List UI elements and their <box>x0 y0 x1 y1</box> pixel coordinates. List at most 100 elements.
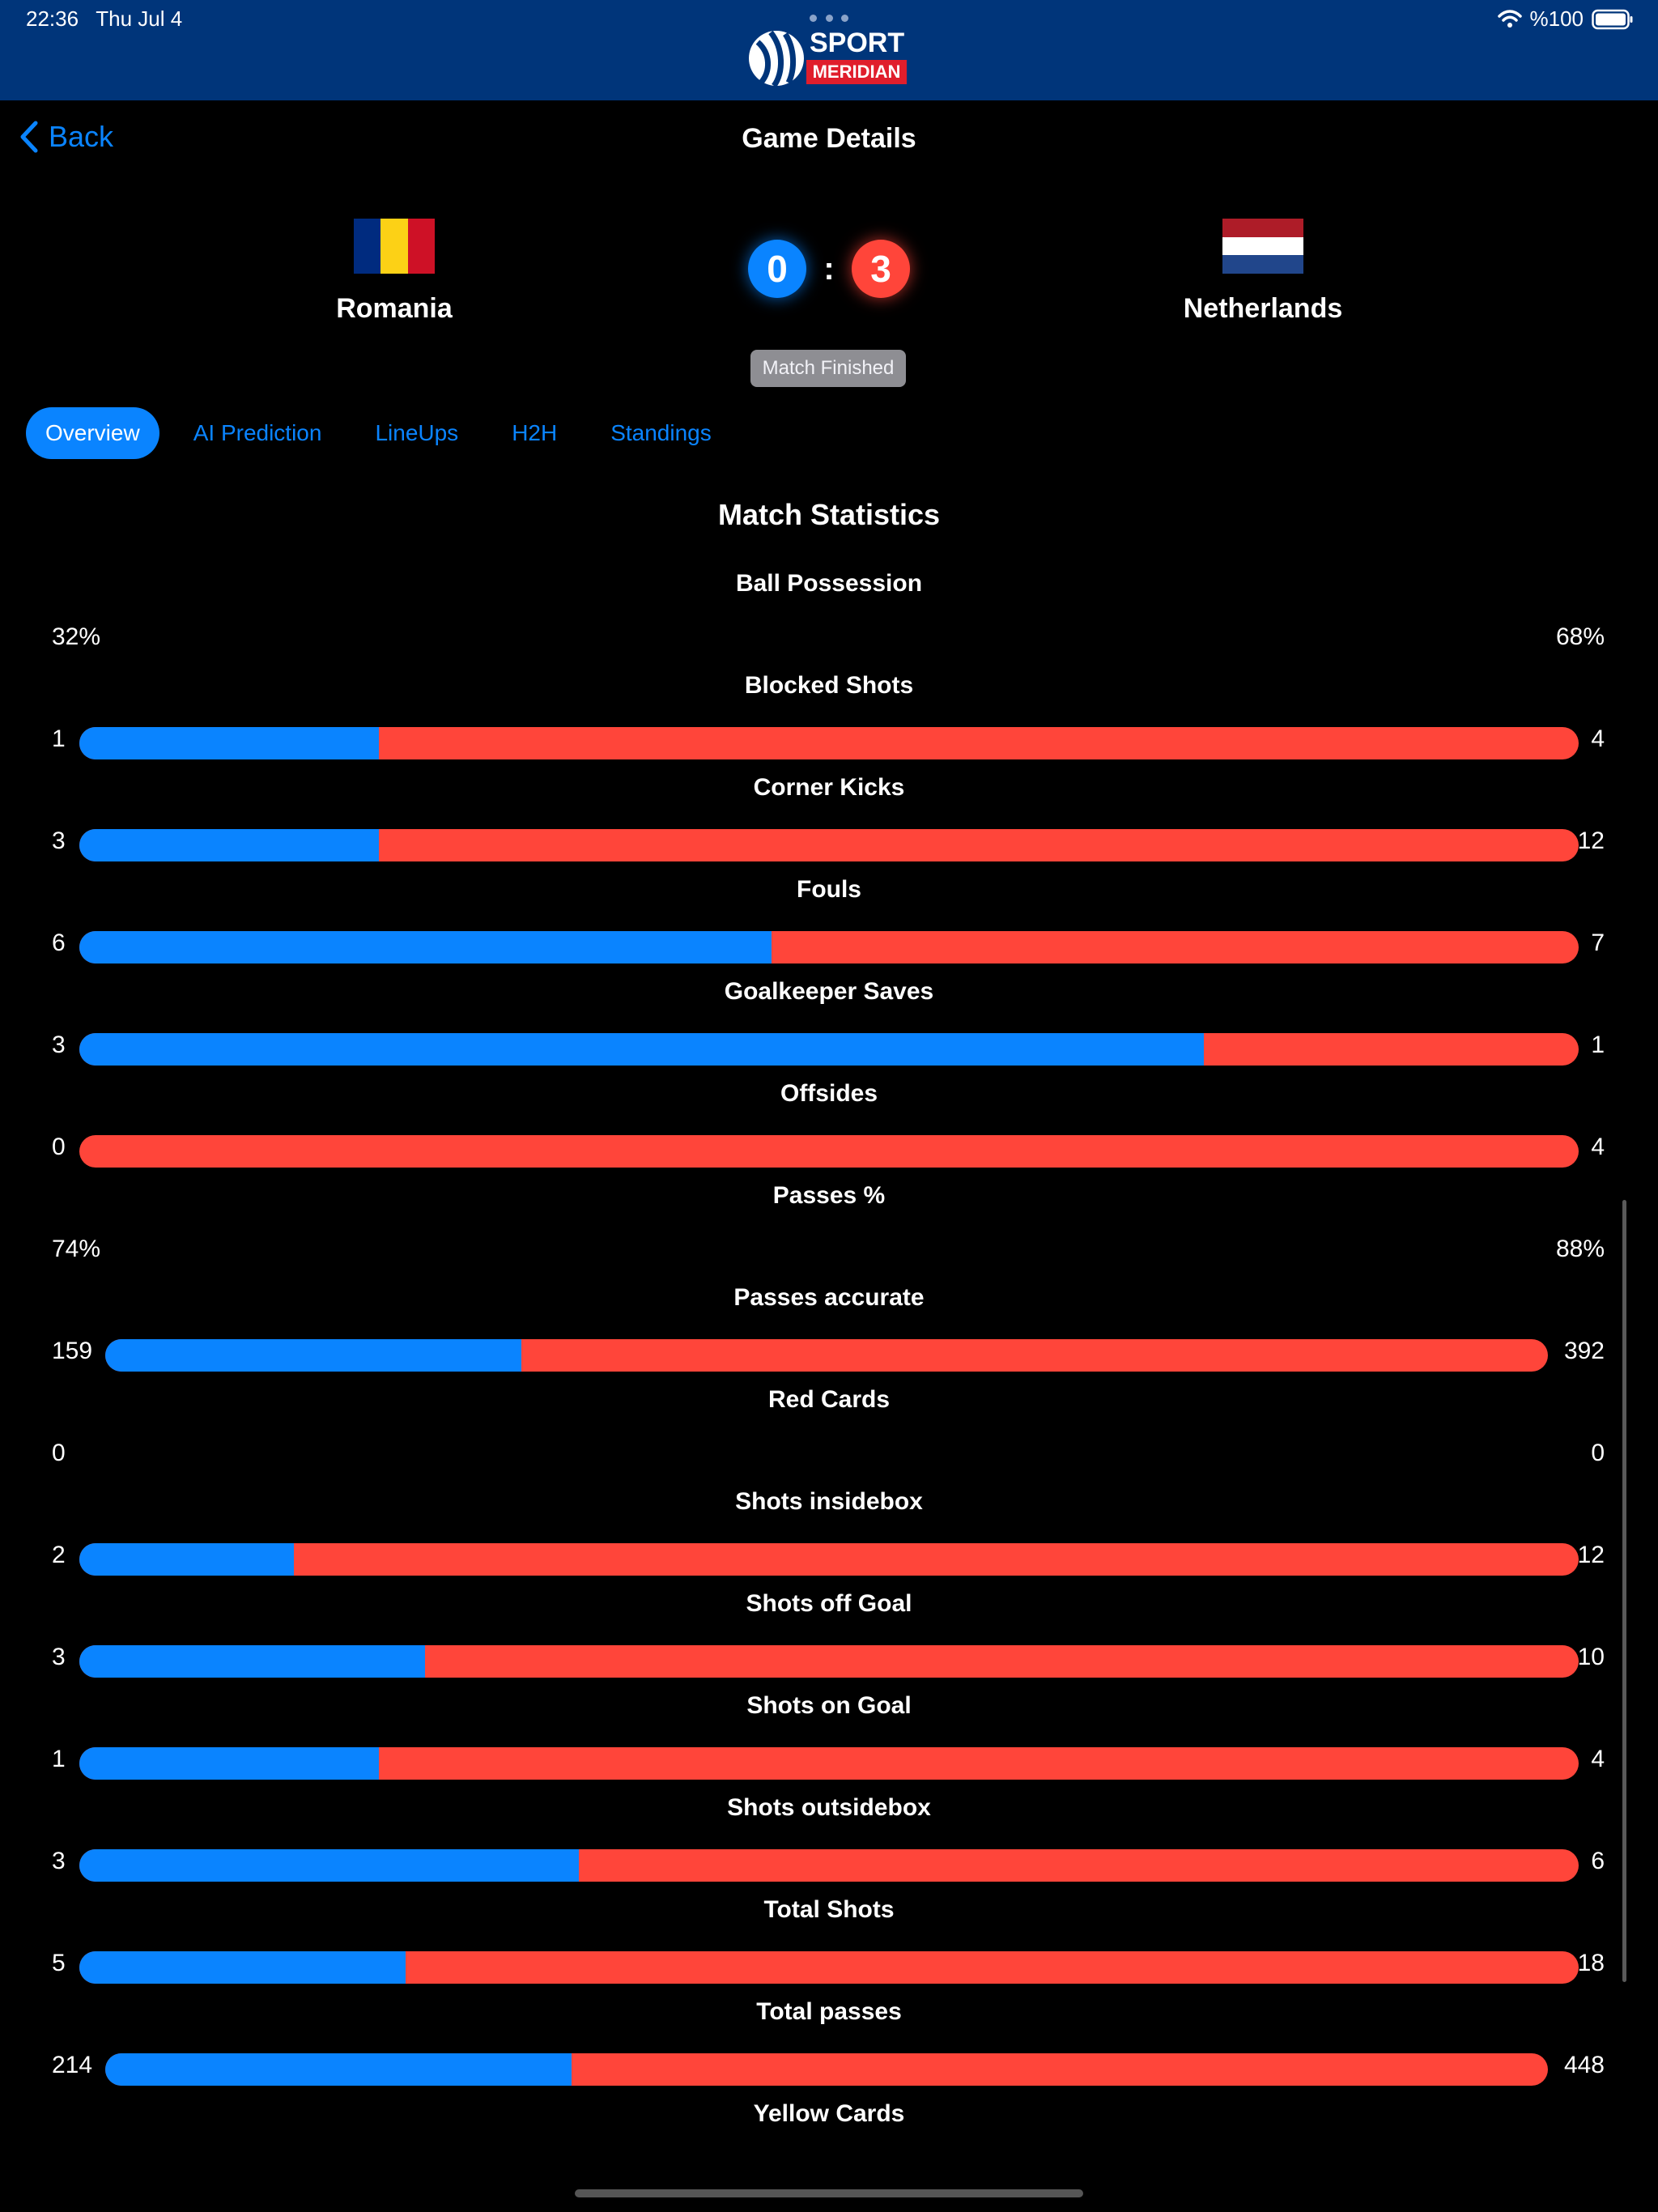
stat-row: Red Cards 0 0 <box>0 1375 1658 1477</box>
stat-home-value: 3 <box>52 827 66 854</box>
stat-label: Ball Possession <box>735 570 923 597</box>
stat-row: Goalkeeper Saves 3 1 <box>0 967 1658 1069</box>
away-team-name: Netherlands <box>1183 293 1343 324</box>
stat-home-value: 3 <box>52 1644 66 1670</box>
stat-row: Passes accurate 159 392 <box>0 1273 1658 1375</box>
logo-text-meridian: MERIDIAN <box>806 60 907 84</box>
stat-bar <box>79 727 1579 759</box>
netherlands-flag-icon <box>1222 219 1303 274</box>
stat-home-value: 0 <box>52 1134 66 1160</box>
stat-away-value: 68% <box>1555 623 1605 650</box>
stat-bar-home-fill <box>79 931 772 963</box>
stats-list[interactable]: Ball Possession 32% 68% Blocked Shots 1 4 Corn… <box>0 559 1658 2191</box>
score: 0 : 3 <box>748 240 910 301</box>
stat-bar-home-fill <box>79 1849 580 1882</box>
stat-label: Passes accurate <box>733 1284 925 1311</box>
page-title: Game Details <box>742 123 916 154</box>
stat-row: Corner Kicks 3 12 <box>0 763 1658 865</box>
back-button[interactable]: Back <box>19 120 113 154</box>
stat-away-value: 12 <box>1577 827 1605 854</box>
stat-row: Shots insidebox 2 12 <box>0 1477 1658 1579</box>
logo-text-sport: SPORT <box>810 28 905 58</box>
stat-row: Shots outsidebox 3 6 <box>0 1783 1658 1885</box>
stat-row: Offsides 0 4 <box>0 1069 1658 1171</box>
stat-row: Total passes 214 448 <box>0 1987 1658 2089</box>
match-status-badge: Match Finished <box>750 350 906 387</box>
stat-home-value: 74% <box>52 1236 101 1262</box>
stat-bar <box>105 2053 1548 2086</box>
back-label: Back <box>49 120 114 153</box>
stat-row: Shots off Goal 3 10 <box>0 1579 1658 1681</box>
stat-away-value: 18 <box>1577 1950 1605 1976</box>
stat-home-value: 2 <box>52 1542 66 1568</box>
stat-bar-home-fill <box>79 1747 380 1780</box>
stat-away-value: 4 <box>1591 725 1605 752</box>
stat-label: Shots outsidebox <box>727 1794 931 1821</box>
stat-bar <box>79 1951 1579 1984</box>
stat-bar-home-fill <box>79 1645 426 1678</box>
chevron-left-icon <box>20 121 38 153</box>
ball-logo-icon <box>749 30 804 88</box>
stat-label: Offsides <box>780 1080 878 1107</box>
battery-percentage: %100 <box>1529 6 1584 31</box>
stat-home-value: 214 <box>52 2052 93 2078</box>
home-score: 0 <box>748 240 806 298</box>
away-team: Netherlands <box>1101 219 1425 325</box>
stat-label: Blocked Shots <box>744 672 914 699</box>
stat-label: Total Shots <box>763 1896 895 1923</box>
score-separator: : <box>823 251 835 287</box>
stat-bar-home-fill <box>79 829 380 861</box>
section-title: Match Statistics <box>717 498 941 531</box>
tab-h2h[interactable]: H2H <box>512 420 558 445</box>
stat-bar-home-fill <box>79 1033 1204 1066</box>
stat-bar-home-fill <box>79 1543 294 1576</box>
tab-ai-prediction[interactable]: AI Prediction <box>193 420 322 445</box>
multitasking-dots-icon[interactable] <box>810 15 848 23</box>
home-team: Romania <box>232 219 556 325</box>
stat-away-value: 448 <box>1563 2052 1605 2078</box>
stat-bar <box>79 1645 1579 1678</box>
stat-row: Blocked Shots 1 4 <box>0 661 1658 763</box>
stat-bar <box>79 1747 1579 1780</box>
tab-overview[interactable]: Overview <box>26 407 159 459</box>
battery-icon <box>1592 9 1633 29</box>
scrollbar[interactable] <box>1622 1200 1626 1982</box>
wifi-icon <box>1497 9 1522 28</box>
home-indicator[interactable] <box>575 2189 1083 2197</box>
stat-away-value: 4 <box>1591 1134 1605 1160</box>
stat-away-value: 12 <box>1577 1542 1605 1568</box>
stat-label: Fouls <box>797 876 861 903</box>
sport-meridian-logo: SPORT MERIDIAN <box>746 24 912 89</box>
stat-away-value: 4 <box>1591 1746 1605 1772</box>
stat-bar-home-fill <box>79 1951 406 1984</box>
stat-home-value: 3 <box>52 1848 66 1874</box>
stat-away-value: 0 <box>1591 1440 1605 1466</box>
stat-home-value: 3 <box>52 1032 66 1058</box>
stat-bar-home-fill <box>79 727 380 759</box>
status-indicators: %100 <box>1497 6 1635 32</box>
tab-standings[interactable]: Standings <box>610 420 712 445</box>
stat-row: Shots on Goal 1 4 <box>0 1681 1658 1783</box>
stat-label: Shots off Goal <box>746 1590 912 1617</box>
tab-bar: Overview AI Prediction LineUps H2H Stand… <box>26 407 746 459</box>
stat-home-value: 0 <box>52 1440 66 1466</box>
stat-bar <box>105 1339 1548 1372</box>
stat-home-value: 5 <box>52 1950 66 1976</box>
app-header: 22:36 Thu Jul 4 SPORT MERIDIAN %100 <box>0 0 1658 100</box>
tab-lineups[interactable]: LineUps <box>375 420 459 445</box>
stat-label: Goalkeeper Saves <box>724 978 934 1005</box>
stat-bar <box>79 1135 1579 1168</box>
home-team-name: Romania <box>336 293 453 324</box>
stat-bar <box>79 829 1579 861</box>
stat-bar <box>79 1849 1579 1882</box>
stat-label: Yellow Cards <box>753 2100 905 2127</box>
stat-away-value: 392 <box>1563 1338 1605 1364</box>
stat-row: Yellow Cards <box>0 2089 1658 2191</box>
romania-flag-icon <box>354 219 435 274</box>
stat-home-value: 1 <box>52 1746 66 1772</box>
stat-away-value: 6 <box>1591 1848 1605 1874</box>
stat-home-value: 159 <box>52 1338 93 1364</box>
stat-label: Shots on Goal <box>746 1692 912 1719</box>
stat-away-value: 88% <box>1555 1236 1605 1262</box>
stat-label: Red Cards <box>767 1386 891 1413</box>
